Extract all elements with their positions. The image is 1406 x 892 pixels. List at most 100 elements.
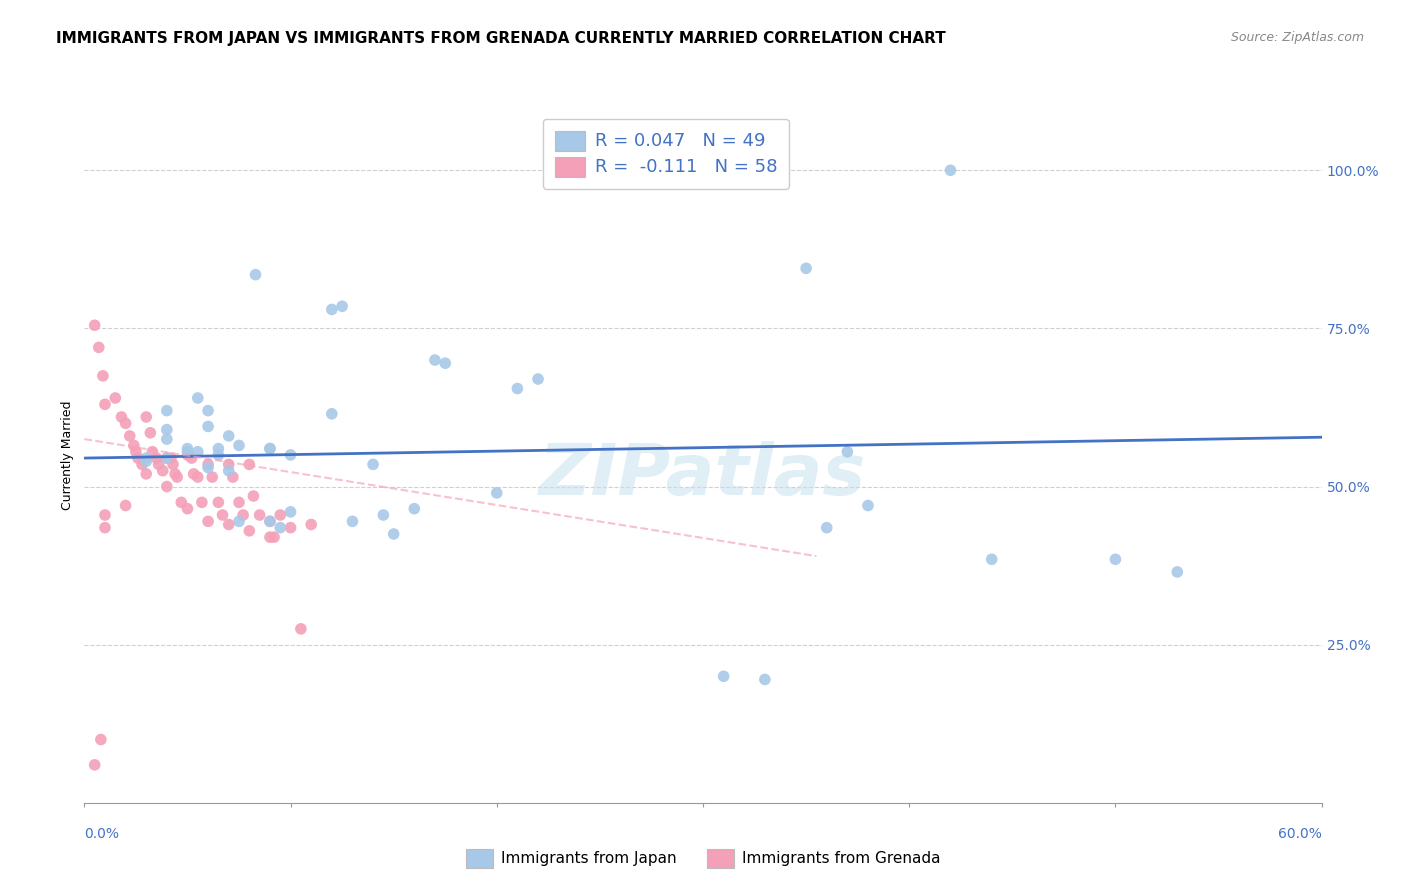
Point xyxy=(815,521,838,535)
Point xyxy=(242,489,264,503)
Point xyxy=(299,517,322,532)
Point xyxy=(170,495,193,509)
Point xyxy=(197,460,219,475)
Point xyxy=(404,501,426,516)
Point xyxy=(148,458,170,472)
Point xyxy=(259,442,281,456)
Point xyxy=(180,451,202,466)
Point xyxy=(201,470,224,484)
Point xyxy=(176,442,198,456)
Text: 0.0%: 0.0% xyxy=(84,827,120,841)
Point xyxy=(245,268,267,282)
Point xyxy=(249,508,271,522)
Point xyxy=(280,448,302,462)
Point xyxy=(114,499,136,513)
Point xyxy=(87,340,110,354)
Point xyxy=(228,438,250,452)
Point xyxy=(187,391,209,405)
Point xyxy=(218,458,240,472)
Point xyxy=(373,508,395,522)
Point xyxy=(361,458,384,472)
Point xyxy=(980,552,1002,566)
Point xyxy=(222,470,245,484)
Point xyxy=(232,508,254,522)
Point xyxy=(197,514,219,528)
Point xyxy=(145,451,167,466)
Text: IMMIGRANTS FROM JAPAN VS IMMIGRANTS FROM GRENADA CURRENTLY MARRIED CORRELATION C: IMMIGRANTS FROM JAPAN VS IMMIGRANTS FROM… xyxy=(56,31,946,46)
Point xyxy=(83,318,105,333)
Point xyxy=(156,432,179,446)
Point xyxy=(135,467,157,481)
Point xyxy=(342,514,364,528)
Text: Source: ZipAtlas.com: Source: ZipAtlas.com xyxy=(1230,31,1364,45)
Point xyxy=(135,409,157,424)
Point xyxy=(176,501,198,516)
Point xyxy=(218,464,240,478)
Text: ZIPatlas: ZIPatlas xyxy=(540,442,866,510)
Point xyxy=(506,382,529,396)
Point xyxy=(94,508,117,522)
Point xyxy=(125,444,148,458)
Point xyxy=(114,417,136,431)
Point xyxy=(238,458,260,472)
Y-axis label: Currently Married: Currently Married xyxy=(60,401,75,509)
Point xyxy=(207,495,229,509)
Point xyxy=(94,521,117,535)
Point xyxy=(290,622,312,636)
Point xyxy=(228,514,250,528)
Point xyxy=(228,495,250,509)
Point xyxy=(754,673,776,687)
Point xyxy=(321,407,343,421)
Point xyxy=(165,467,187,481)
Point xyxy=(94,397,117,411)
Point xyxy=(269,508,291,522)
Point xyxy=(187,470,209,484)
Point xyxy=(794,261,817,276)
Point xyxy=(131,458,153,472)
Text: 60.0%: 60.0% xyxy=(1278,827,1322,841)
Point xyxy=(110,409,132,424)
Point xyxy=(160,451,183,466)
Point xyxy=(434,356,457,370)
Point xyxy=(197,419,219,434)
Legend: Immigrants from Japan, Immigrants from Grenada: Immigrants from Japan, Immigrants from G… xyxy=(458,841,948,875)
Point xyxy=(280,521,302,535)
Point xyxy=(141,444,163,458)
Point xyxy=(139,425,162,440)
Point xyxy=(104,391,127,405)
Point xyxy=(83,757,105,772)
Point xyxy=(837,444,859,458)
Point xyxy=(218,517,240,532)
Point xyxy=(156,479,179,493)
Point xyxy=(197,458,219,472)
Point xyxy=(713,669,735,683)
Point xyxy=(218,429,240,443)
Point xyxy=(259,442,281,456)
Point xyxy=(176,448,198,462)
Point xyxy=(1104,552,1126,566)
Point xyxy=(166,470,188,484)
Point xyxy=(176,444,198,458)
Point xyxy=(118,429,141,443)
Point xyxy=(939,163,962,178)
Point xyxy=(156,451,179,466)
Point xyxy=(122,438,145,452)
Point xyxy=(485,486,508,500)
Point xyxy=(152,464,174,478)
Point xyxy=(211,508,233,522)
Point xyxy=(207,448,229,462)
Point xyxy=(259,514,281,528)
Point xyxy=(197,403,219,417)
Point xyxy=(321,302,343,317)
Point xyxy=(856,499,879,513)
Point xyxy=(269,521,291,535)
Point xyxy=(156,451,179,466)
Point xyxy=(207,442,229,456)
Point xyxy=(382,527,405,541)
Point xyxy=(191,495,214,509)
Point xyxy=(156,423,179,437)
Point xyxy=(330,299,353,313)
Point xyxy=(90,732,112,747)
Point xyxy=(135,454,157,468)
Point xyxy=(135,451,157,466)
